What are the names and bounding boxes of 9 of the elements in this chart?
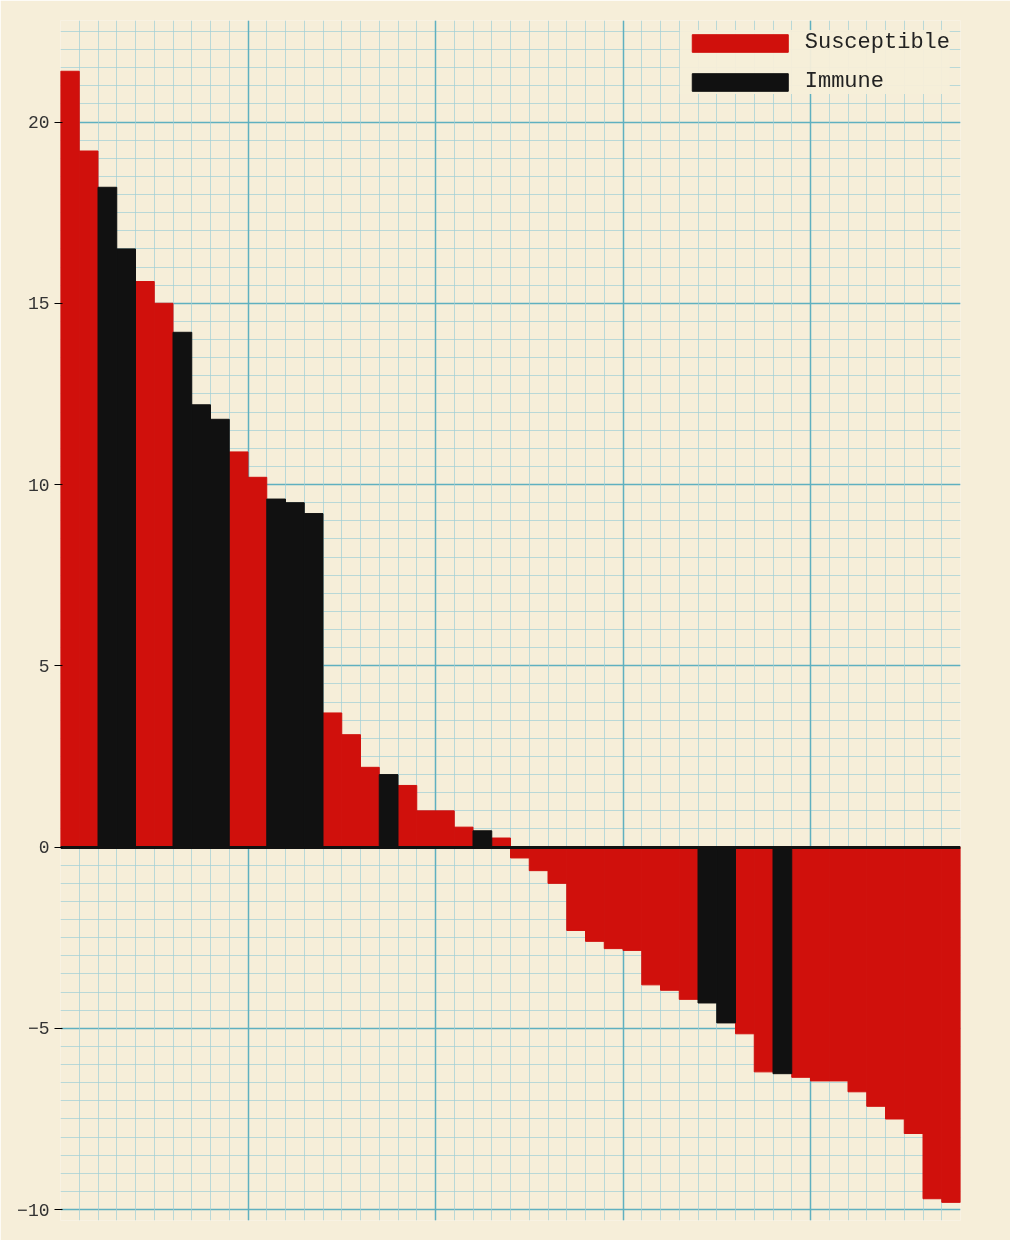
legend-label: Immune	[804, 69, 884, 94]
y-tick-label: 5	[38, 656, 50, 677]
y-tick-label: 0	[38, 838, 50, 859]
y-tick-label: −5	[27, 1019, 50, 1040]
y-tick-label: 15	[27, 294, 50, 315]
legend-label: Susceptible	[804, 30, 950, 55]
y-tick-label: 10	[27, 475, 50, 496]
y-tick-label: −10	[17, 1200, 50, 1221]
y-tick-label: 20	[27, 113, 50, 134]
